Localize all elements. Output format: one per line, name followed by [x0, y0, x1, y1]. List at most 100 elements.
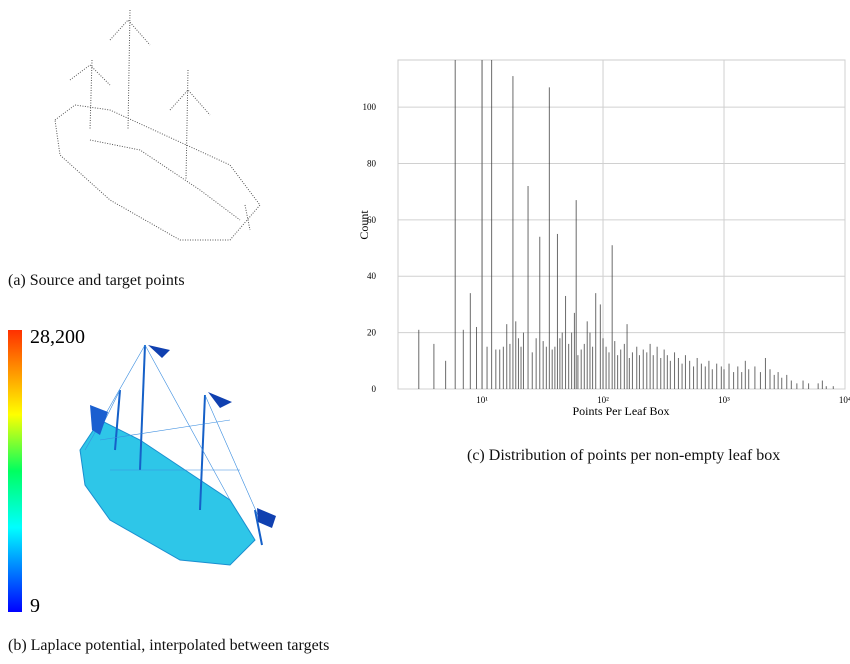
bar: [646, 352, 648, 389]
bar: [786, 374, 788, 389]
bar: [728, 363, 730, 389]
bar: [608, 352, 610, 389]
bar: [531, 352, 533, 389]
x-tick-label: 10³: [718, 395, 730, 405]
bar: [620, 349, 622, 389]
bar: [663, 349, 665, 389]
bar: [454, 60, 456, 389]
bar: [790, 380, 792, 389]
bar: [559, 338, 561, 389]
bar: [539, 236, 541, 389]
bar: [700, 363, 702, 389]
bar: [825, 386, 827, 389]
bar: [445, 360, 447, 389]
bar: [674, 352, 676, 389]
bar: [506, 324, 508, 389]
bar: [817, 383, 819, 389]
bar: [652, 355, 654, 389]
bar: [486, 346, 488, 389]
colorbar-max: 28,200: [30, 326, 85, 348]
bar: [580, 349, 582, 389]
bar: [626, 324, 628, 389]
x-tick-label: 10⁴: [839, 395, 850, 405]
bar: [684, 355, 686, 389]
bar: [535, 338, 537, 389]
bar: [614, 341, 616, 389]
bar: [545, 346, 547, 389]
bar: [586, 321, 588, 389]
bar: [522, 332, 524, 389]
bar: [723, 369, 725, 389]
bar: [733, 372, 735, 389]
bar: [554, 346, 556, 389]
bar: [583, 343, 585, 389]
caption: (b) Laplace potential, interpolated betw…: [8, 637, 330, 654]
bar: [796, 383, 798, 389]
bar: [589, 332, 591, 389]
bar: [595, 293, 597, 389]
bar: [708, 360, 710, 389]
bar: [638, 355, 640, 389]
bar: [741, 372, 743, 389]
bar: [561, 332, 563, 389]
bar: [669, 360, 671, 389]
bar: [808, 383, 810, 389]
bar: [469, 293, 471, 389]
y-tick-label: 60: [367, 215, 377, 225]
bar: [769, 369, 771, 389]
bar: [693, 366, 695, 389]
bar: [696, 357, 698, 389]
bar: [481, 60, 483, 389]
bar: [517, 338, 519, 389]
bar: [773, 374, 775, 389]
bar: [571, 332, 573, 389]
bar: [720, 366, 722, 389]
x-axis-label: Points Per Leaf Box: [573, 404, 670, 418]
bar: [716, 363, 718, 389]
colored-ship: [79, 344, 276, 566]
histogram: Points Per Leaf Box Count 0 20 40 60 80 100 10…: [357, 59, 850, 418]
bar: [499, 349, 501, 389]
bars: [418, 60, 834, 389]
bar: [704, 366, 706, 389]
bar: [748, 369, 750, 389]
bar: [649, 343, 651, 389]
x-tick-label: 10²: [597, 395, 609, 405]
y-tick-label: 100: [363, 102, 377, 112]
point-cloud-ship: [54, 9, 261, 241]
bar: [418, 329, 420, 389]
bar: [592, 346, 594, 389]
bar: [462, 329, 464, 389]
bar: [802, 380, 804, 389]
bar: [656, 346, 658, 389]
bar: [832, 386, 834, 389]
bar: [636, 346, 638, 389]
bar: [759, 372, 761, 389]
bar: [548, 87, 550, 389]
bar: [491, 60, 493, 389]
caption: (a) Source and target points: [8, 272, 185, 289]
bar: [573, 312, 575, 389]
caption: (c) Distribution of points per non-empty…: [467, 447, 781, 464]
colorbar: [8, 330, 22, 612]
bar: [565, 295, 567, 389]
bar: [617, 355, 619, 389]
bar: [509, 343, 511, 389]
y-axis-label: Count: [357, 210, 371, 240]
bar: [744, 360, 746, 389]
bar: [551, 349, 553, 389]
bar: [515, 321, 517, 389]
bar: [631, 352, 633, 389]
bar: [611, 245, 613, 389]
bar: [660, 357, 662, 389]
x-tick-label: 10¹: [476, 395, 488, 405]
bar: [628, 357, 630, 389]
bar: [681, 363, 683, 389]
bar: [764, 357, 766, 389]
bar: [568, 343, 570, 389]
bar: [711, 369, 713, 389]
y-tick-label: 0: [372, 384, 377, 394]
y-tick-label: 80: [367, 158, 377, 168]
